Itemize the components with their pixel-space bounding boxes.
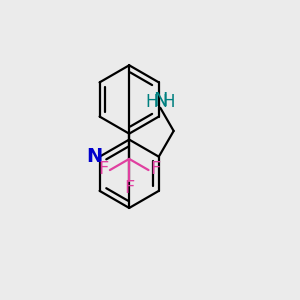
Text: H: H [146, 93, 158, 111]
Text: F: F [98, 160, 109, 178]
Text: N: N [86, 147, 102, 166]
Text: F: F [150, 160, 160, 178]
Text: H: H [162, 93, 175, 111]
Text: F: F [124, 179, 134, 197]
Text: N: N [153, 91, 167, 110]
